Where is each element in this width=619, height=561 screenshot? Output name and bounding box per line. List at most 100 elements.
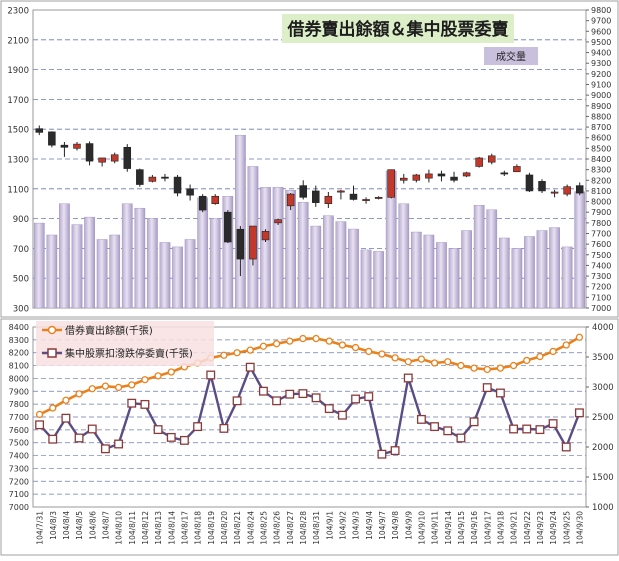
data-point-circle: [549, 347, 557, 356]
data-point-circle: [246, 346, 254, 354]
legend-entry-short-balance: 借券賣出餘額(千張): [42, 324, 153, 337]
volume-bar: [297, 202, 309, 309]
bottom-right-tick-label: 3500: [592, 353, 614, 363]
candlestick: [148, 174, 157, 183]
x-tick-label: 104/8/11: [128, 511, 137, 545]
volume-bar: [549, 227, 560, 309]
x-tick-label: 104/9/30: [575, 511, 584, 545]
top-right-tick-label: 8700: [591, 123, 611, 132]
top-left-tick-label: 1900: [7, 66, 29, 76]
data-point-circle: [233, 349, 241, 357]
candlestick: [249, 225, 257, 266]
volume-bar: [536, 230, 548, 309]
data-point-square: [153, 425, 163, 435]
candlestick: [487, 153, 496, 165]
data-point-square: [219, 423, 229, 433]
top-right-tick-label: 8000: [591, 198, 611, 207]
bottom-right-tick-label: 2000: [592, 443, 614, 453]
candle-body: [98, 157, 106, 163]
top-right-tick-label: 8800: [591, 112, 611, 121]
candlestick: [98, 157, 106, 167]
top-right-tick-label: 9600: [591, 27, 611, 36]
candlestick: [136, 168, 144, 187]
data-point-square: [430, 422, 440, 432]
x-tick-label: 104/9/11: [431, 511, 440, 545]
candle-body: [362, 199, 370, 201]
candlestick: [286, 193, 295, 211]
candlestick: [324, 191, 333, 208]
x-tick-label: 104/8/31: [312, 511, 321, 545]
data-point-circle: [575, 333, 584, 341]
x-tick-label: 104/8/25: [259, 511, 268, 545]
x-tick-label: 104/9/17: [483, 511, 492, 545]
bottom-left-tick-label: 8300: [9, 336, 29, 345]
candlestick: [513, 164, 521, 173]
candlestick: [261, 229, 270, 243]
candle-body: [224, 211, 232, 243]
top-right-tick-label: 9100: [591, 81, 611, 90]
candle-body: [198, 195, 207, 211]
volume-bar: [33, 222, 45, 309]
bottom-right-axis: 1000 1500 2000 2500 3000 3500 4000: [586, 323, 614, 513]
top-right-tick-label: 8100: [591, 187, 611, 196]
data-point-circle: [378, 350, 386, 358]
legend-marker-square-icon: [47, 348, 57, 358]
top-left-tick-label: 2300: [7, 7, 29, 17]
candlestick: [35, 125, 44, 136]
volume-bar: [373, 251, 384, 309]
volume-bar: [134, 207, 146, 309]
x-tick-label: 104/8/13: [154, 511, 163, 545]
x-tick-label: 104/9/16: [470, 511, 479, 545]
x-tick-label: 104/9/24: [549, 511, 558, 545]
volume-bar: [498, 237, 510, 309]
x-tick-label: 104/8/10: [115, 511, 124, 545]
data-point-circle: [75, 390, 83, 398]
x-tick-label: 104/9/3: [352, 511, 361, 540]
bottom-left-tick-label: 8000: [9, 374, 29, 383]
data-point-square: [87, 424, 97, 434]
candlestick: [462, 171, 471, 178]
legend-marker-circle-icon: [47, 325, 57, 335]
data-point-square: [35, 420, 45, 430]
candle-body: [324, 195, 333, 204]
bottom-left-tick-label: 7000: [9, 503, 29, 512]
x-tick-label: 104/9/9: [404, 511, 413, 540]
candle-body: [110, 154, 119, 162]
candle-body: [85, 143, 94, 162]
data-point-circle: [509, 361, 518, 370]
data-point-circle: [444, 358, 452, 366]
x-axis-labels: 104/7/31 104/8/3 104/8/4 104/8/5 104/8/6 104/…: [36, 511, 585, 545]
bottom-right-tick-label: 1500: [592, 473, 614, 483]
candlestick: [450, 171, 458, 183]
volume-bar: [71, 224, 83, 309]
top-left-tick-label: 2100: [7, 36, 29, 46]
candlestick: [362, 197, 370, 204]
volume-bar: [322, 215, 334, 309]
data-point-circle: [312, 334, 320, 343]
volume-bar: [461, 230, 472, 309]
data-point-square: [377, 449, 387, 459]
candlestick: [198, 194, 207, 213]
data-point-circle: [404, 358, 412, 366]
volume-bar: [398, 203, 410, 309]
top-chart-title: 借券賣出餘額＆集中股票委賣: [287, 19, 510, 40]
data-point-square: [495, 388, 505, 398]
legend-label-short-balance: 借券賣出餘額(千張): [65, 324, 153, 337]
data-point-circle: [523, 356, 531, 365]
x-tick-label: 104/8/18: [194, 511, 203, 545]
candlestick: [123, 144, 132, 172]
data-point-square: [298, 389, 308, 399]
data-point-circle: [88, 385, 96, 393]
candlestick: [337, 189, 345, 200]
data-point-circle: [391, 354, 399, 362]
data-point-circle: [470, 364, 478, 372]
data-point-circle: [128, 381, 136, 389]
data-point-square: [193, 422, 203, 432]
x-tick-label: 104/8/27: [286, 511, 295, 545]
data-point-circle: [351, 343, 360, 352]
x-tick-label: 104/7/31: [36, 511, 45, 545]
x-tick-label: 104/8/17: [180, 511, 189, 545]
bottom-left-axis: 7000 7100 7200 7300 7400 7500 7600 7700 7800 7900…: [9, 323, 29, 512]
data-point-circle: [338, 341, 347, 349]
